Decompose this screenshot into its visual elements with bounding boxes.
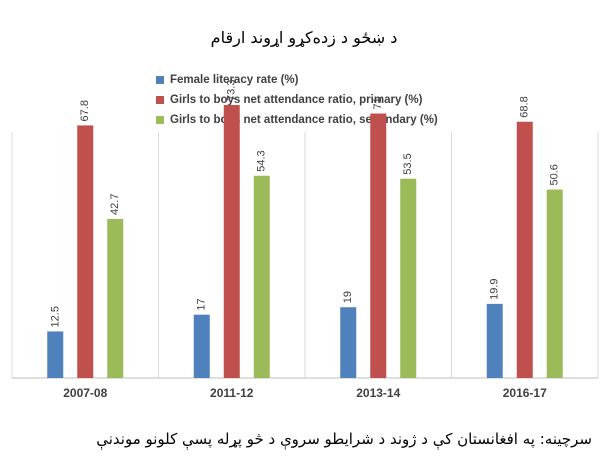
legend-swatch-green — [156, 116, 164, 124]
data-label: 68.8 — [519, 96, 531, 117]
legend-item-female-literacy: Female literacy rate (%) — [156, 70, 438, 90]
value-labels: 12.5 67.8 42.7 17 73.3 54.3 19 71 53.5 19.9 68.8 50… — [49, 80, 561, 328]
bars — [47, 104, 563, 379]
data-label: 54.3 — [256, 150, 268, 171]
x-tick-label: 2011-12 — [210, 386, 254, 400]
x-tick-label: 2007-08 — [63, 386, 107, 400]
bar — [77, 125, 94, 378]
legend-label: Girls to boys net attendance ratio, prim… — [170, 94, 423, 106]
plot-frame — [11, 132, 599, 379]
bar — [193, 314, 210, 378]
bar — [47, 331, 64, 378]
bar — [223, 104, 240, 379]
bar — [516, 121, 533, 378]
x-tick-label: 2013-14 — [356, 386, 400, 400]
x-tick-label: 2016-17 — [503, 386, 547, 400]
source-note: سرچینه: په افغانستان کې د ژوند د شرایطو … — [96, 430, 592, 448]
data-label: 53.5 — [402, 153, 414, 174]
chart-title: د ښځو د زده‌کړو اړوند ارقام — [210, 28, 398, 47]
data-label: 17 — [196, 298, 208, 310]
bar — [370, 113, 387, 379]
data-label: 73.3 — [226, 80, 238, 101]
data-label: 19 — [342, 291, 354, 303]
legend-swatch-red — [156, 96, 164, 104]
bar — [340, 307, 357, 378]
bar — [253, 175, 270, 378]
bar — [486, 303, 503, 378]
bar — [546, 189, 563, 378]
legend-swatch-blue — [156, 76, 164, 84]
data-label: 67.8 — [79, 100, 91, 121]
data-label: 42.7 — [109, 194, 121, 215]
data-label: 50.6 — [549, 164, 561, 185]
data-label: 71 — [372, 97, 384, 109]
data-label: 19.9 — [489, 278, 501, 299]
legend-item-primary-ratio: Girls to boys net attendance ratio, prim… — [156, 90, 438, 110]
legend-label: Female literacy rate (%) — [170, 74, 299, 86]
x-axis-labels: 2007-08 2011-12 2013-14 2016-17 — [63, 386, 547, 400]
data-label: 12.5 — [49, 306, 61, 327]
bar — [107, 218, 124, 378]
bar — [400, 178, 417, 378]
